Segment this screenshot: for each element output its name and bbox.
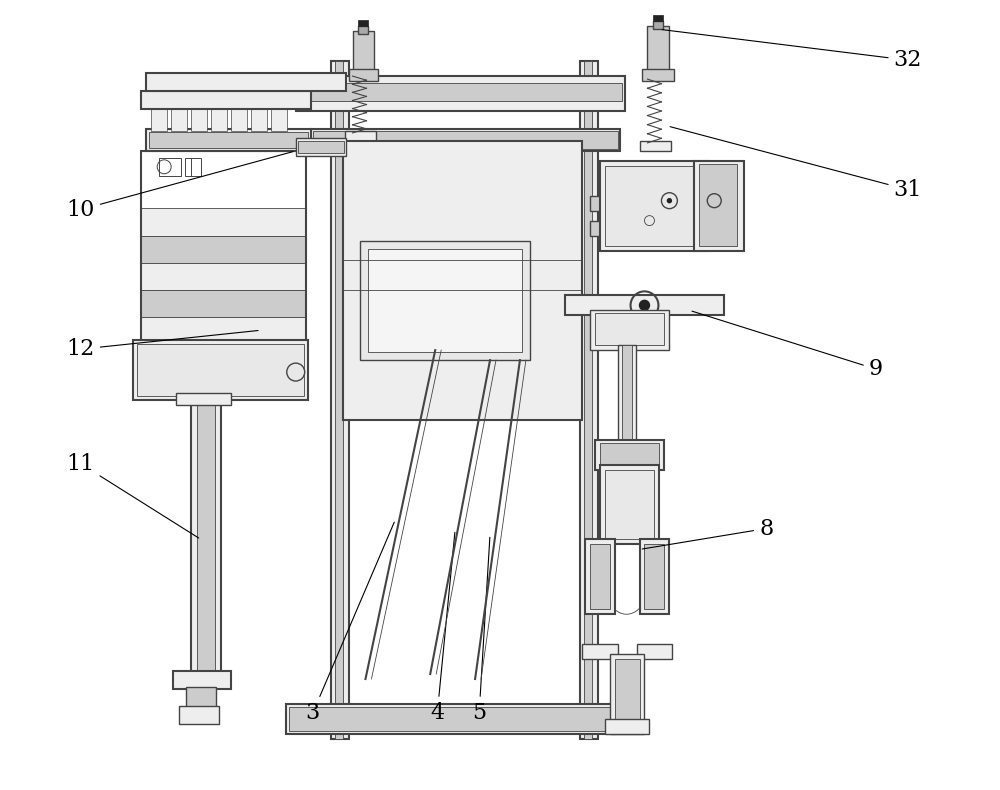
Bar	[582, 644, 618, 659]
Bar	[159, 158, 181, 175]
Bar	[271, 109, 287, 131]
Text: 8: 8	[642, 517, 773, 549]
Bar	[580, 61, 598, 739]
Circle shape	[640, 300, 649, 310]
Bar	[605, 166, 704, 246]
Bar	[296, 138, 346, 156]
Bar	[618, 345, 636, 440]
Circle shape	[667, 199, 671, 203]
Bar	[191, 109, 207, 131]
Bar	[590, 220, 729, 235]
Bar	[335, 61, 343, 739]
Bar	[186, 687, 216, 707]
Bar	[590, 196, 729, 211]
Bar	[595, 440, 664, 470]
Text: 32: 32	[662, 30, 922, 71]
Bar	[141, 291, 306, 318]
Bar	[637, 644, 672, 659]
Bar	[653, 21, 663, 29]
Bar	[197, 398, 215, 671]
Bar	[353, 32, 374, 76]
Bar	[137, 344, 304, 396]
Bar	[640, 540, 669, 615]
Bar	[173, 671, 231, 689]
Bar	[141, 263, 306, 291]
Bar	[176, 393, 231, 405]
Bar	[296, 76, 625, 111]
Bar	[313, 131, 618, 149]
Bar	[191, 395, 221, 674]
Bar	[349, 70, 378, 81]
Bar	[331, 61, 349, 739]
Bar	[615, 659, 640, 729]
Bar	[141, 318, 306, 345]
Bar	[151, 109, 167, 131]
Text: 11: 11	[67, 453, 199, 538]
Bar	[647, 26, 669, 76]
Bar	[595, 314, 664, 345]
Text: 10: 10	[67, 152, 293, 220]
Bar	[642, 70, 674, 81]
Bar	[590, 310, 669, 350]
Bar	[644, 544, 664, 609]
Bar	[141, 151, 306, 345]
Bar	[605, 719, 649, 734]
Bar	[653, 15, 663, 21]
Text: 4: 4	[430, 532, 455, 724]
Text: 5: 5	[472, 537, 490, 724]
Text: 9: 9	[692, 311, 883, 380]
Bar	[141, 235, 306, 263]
Bar	[251, 109, 267, 131]
Bar	[622, 345, 632, 440]
Bar	[590, 544, 610, 609]
Bar	[345, 131, 376, 141]
Bar	[600, 443, 659, 465]
Bar	[368, 249, 522, 352]
Bar	[585, 540, 615, 615]
Bar	[141, 208, 306, 235]
Bar	[610, 654, 644, 734]
Bar	[600, 161, 709, 250]
Bar	[149, 132, 308, 148]
Text: 31: 31	[670, 126, 922, 201]
Bar	[298, 141, 344, 152]
Bar	[299, 83, 622, 101]
Bar	[171, 109, 187, 131]
Bar	[600, 465, 659, 544]
Bar	[358, 21, 368, 26]
Bar	[185, 158, 201, 175]
Bar	[179, 706, 219, 724]
Bar	[565, 295, 724, 315]
Bar	[231, 109, 247, 131]
Bar	[311, 129, 620, 151]
Bar	[211, 109, 227, 131]
Bar	[146, 129, 311, 151]
Bar	[289, 707, 612, 731]
Bar	[343, 141, 582, 420]
Bar	[584, 61, 592, 739]
Bar	[640, 141, 671, 151]
Bar	[146, 73, 346, 91]
Bar	[358, 26, 368, 34]
Text: 12: 12	[67, 330, 258, 360]
Bar	[133, 340, 308, 400]
Text: 3: 3	[306, 522, 394, 724]
Bar	[286, 704, 615, 734]
Bar	[605, 470, 654, 540]
Bar	[360, 240, 530, 360]
Bar	[694, 161, 744, 250]
Bar	[699, 164, 737, 246]
Bar	[141, 91, 311, 109]
